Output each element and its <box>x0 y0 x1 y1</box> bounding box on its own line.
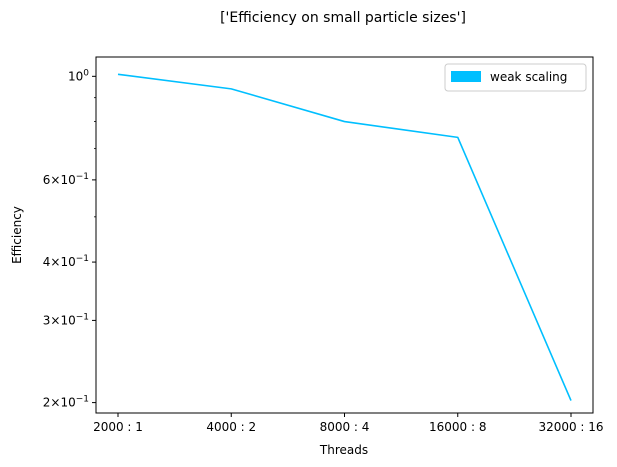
x-axis-ticks: 2000 : 1 4000 : 2 8000 : 4 16000 : 8 32000 :… <box>93 413 604 434</box>
plot-area: 2×10−1 3×10−1 4×10−1 6×10−1 100 2000 : 1 4000… <box>43 56 604 434</box>
y-tick-label: 100 <box>68 68 89 83</box>
y-tick-label: 6×10−1 <box>43 172 89 187</box>
x-tick-label: 8000 : 4 <box>320 420 370 434</box>
chart-title: ['Efficiency on small particle sizes'] <box>220 10 466 26</box>
x-tick-label: 2000 : 1 <box>93 420 143 434</box>
x-tick-label: 4000 : 2 <box>206 420 256 434</box>
series-line-0 <box>117 73 572 401</box>
x-tick-label: 32000 : 16 <box>538 420 603 434</box>
axes-frame <box>95 56 594 414</box>
legend-swatch <box>451 71 481 82</box>
y-tick-label: 3×10−1 <box>43 312 89 327</box>
legend-label: weak scaling <box>490 70 567 84</box>
legend: weak scaling <box>444 63 587 92</box>
y-tick-label: 4×10−1 <box>43 254 89 269</box>
y-axis-ticks: 2×10−1 3×10−1 4×10−1 6×10−1 100 <box>43 68 96 410</box>
legend-box <box>444 63 587 92</box>
x-axis-label: Threads <box>319 443 368 457</box>
y-tick-label: 2×10−1 <box>43 395 89 410</box>
y-axis-label: Efficiency <box>10 206 24 264</box>
x-tick-label: 16000 : 8 <box>429 420 486 434</box>
series-layer <box>117 73 572 401</box>
